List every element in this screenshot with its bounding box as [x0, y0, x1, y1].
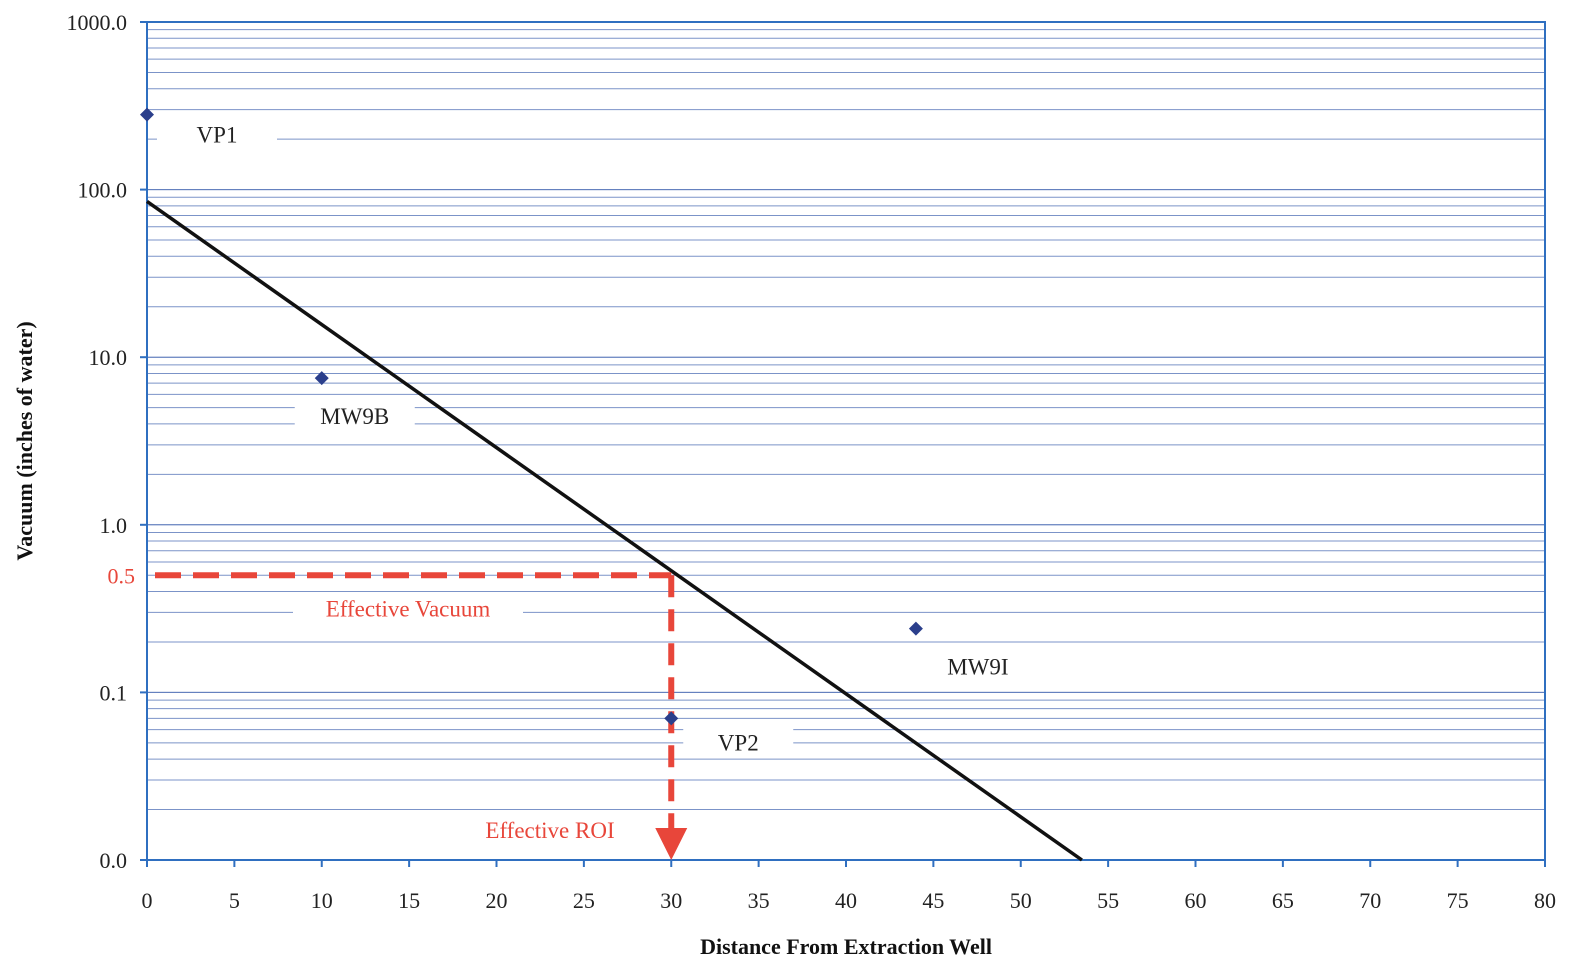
y-tick-label: 1.0 — [100, 513, 128, 538]
point-label: VP1 — [197, 123, 238, 148]
x-axis-title: Distance From Extraction Well — [700, 934, 992, 959]
x-tick-label: 15 — [398, 888, 420, 913]
y-axis-ticks: 1000.0 100.0 10.0 1.0 0.1 0.0 — [67, 10, 147, 873]
x-tick-label: 65 — [1272, 888, 1294, 913]
x-tick-label: 35 — [748, 888, 770, 913]
x-tick-label: 75 — [1447, 888, 1469, 913]
grid-lines — [147, 21, 1545, 861]
point-label-background — [294, 402, 415, 433]
point-label-background — [917, 652, 1038, 683]
x-tick-label: 30 — [660, 888, 682, 913]
x-tick-label: 10 — [311, 888, 333, 913]
y-tick-label: 0.1 — [100, 680, 128, 705]
effective-vacuum-label: Effective Vacuum — [326, 596, 491, 621]
x-tick-label: 80 — [1534, 888, 1556, 913]
effective-vacuum-tick-label: 0.5 — [108, 563, 136, 588]
y-tick-label: 0.0 — [100, 848, 128, 873]
y-tick-label: 10.0 — [89, 345, 128, 370]
point-label-background — [157, 120, 277, 151]
data-point — [664, 711, 679, 726]
effective-roi-label-background — [450, 815, 650, 846]
data-point — [314, 371, 329, 386]
x-tick-label: 20 — [486, 888, 508, 913]
data-point — [908, 621, 923, 636]
data-point — [140, 107, 154, 122]
point-label-background — [683, 728, 794, 759]
x-tick-label: 40 — [835, 888, 857, 913]
y-tick-label: 100.0 — [78, 178, 128, 203]
x-tick-label: 70 — [1359, 888, 1381, 913]
effective-roi-label: Effective ROI — [485, 818, 614, 843]
plot-frame — [146, 21, 1546, 861]
x-tick-label: 50 — [1010, 888, 1032, 913]
x-tick-label: 5 — [229, 888, 240, 913]
point-label: MW9B — [320, 404, 389, 429]
y-tick-label: 1000.0 — [67, 10, 128, 35]
point-label: VP2 — [718, 730, 759, 755]
x-tick-label: 45 — [922, 888, 944, 913]
effective-annotations: 0.5 Effective Vacuum Effective ROI — [108, 563, 688, 860]
x-tick-label: 25 — [573, 888, 595, 913]
y-axis-title: Vacuum (inches of water) — [12, 321, 37, 560]
effective-vacuum-label-background — [293, 594, 523, 625]
x-axis-ticks: 0 5 10 15 20 25 30 35 40 45 50 55 60 65 70 75 80 — [142, 860, 1556, 913]
trend-line — [145, 199, 1083, 862]
data-points: VP1 MW9B MW9I VP2 — [140, 107, 1038, 759]
x-tick-label: 60 — [1185, 888, 1207, 913]
x-tick-label: 55 — [1097, 888, 1119, 913]
effective-roi-arrowhead — [655, 828, 688, 860]
point-label: MW9I — [947, 655, 1008, 680]
x-tick-label: 0 — [142, 888, 153, 913]
